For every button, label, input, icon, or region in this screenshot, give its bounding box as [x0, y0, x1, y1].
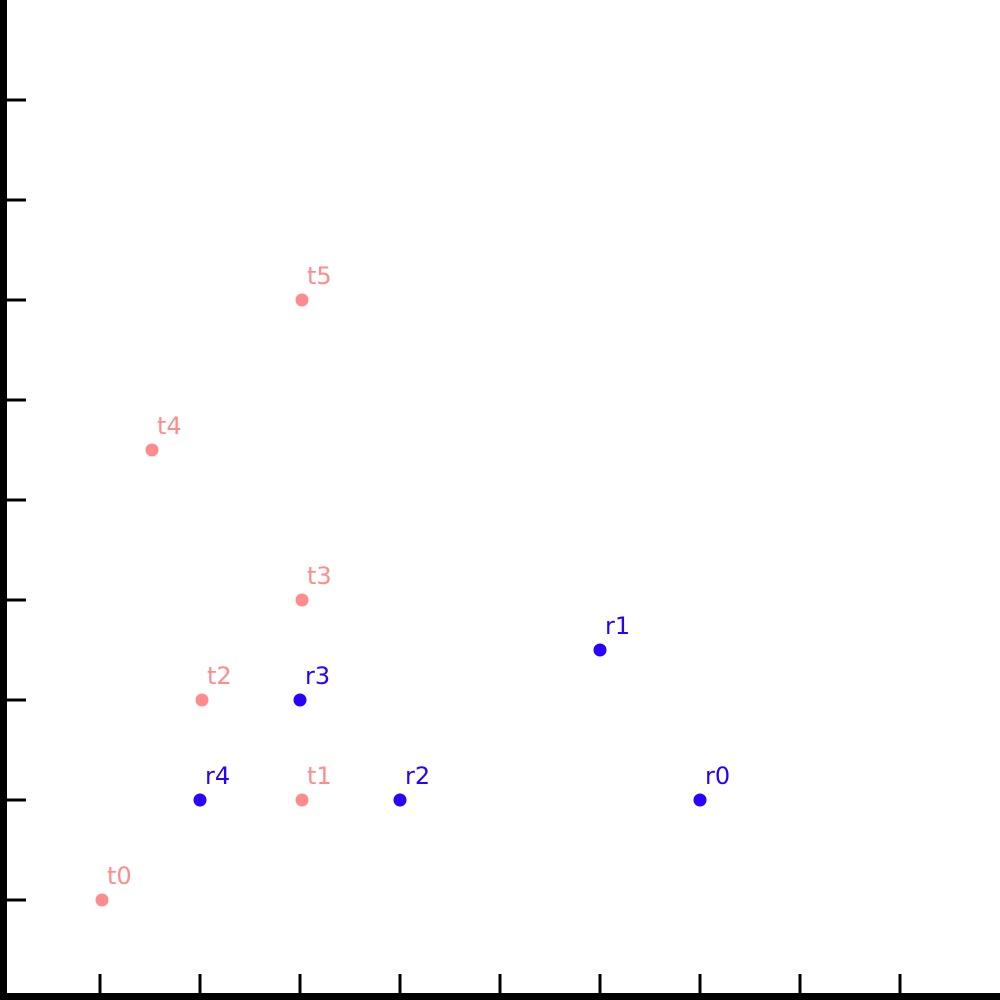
point-t4 — [145, 443, 159, 457]
point-label-t3: t3 — [307, 562, 332, 590]
point-label-t5: t5 — [307, 262, 332, 290]
point-t1 — [295, 793, 309, 807]
point-label-t4: t4 — [157, 412, 182, 440]
point-t2 — [195, 693, 209, 707]
points: t0 t1 t2 t3 t4 t5 r0 r1 r2 r3 r4 — [95, 262, 730, 907]
point-label-t1: t1 — [307, 762, 332, 790]
x-axis-line — [0, 993, 1000, 1000]
point-label-r2: r2 — [405, 762, 430, 790]
point-r2 — [393, 793, 407, 807]
point-label-r4: r4 — [205, 762, 230, 790]
point-label-r0: r0 — [705, 762, 730, 790]
point-t3 — [295, 593, 309, 607]
point-label-r3: r3 — [305, 662, 330, 690]
point-r4 — [193, 793, 207, 807]
point-label-r1: r1 — [605, 612, 630, 640]
point-r1 — [593, 643, 607, 657]
point-label-t0: t0 — [107, 862, 132, 890]
point-r0 — [693, 793, 707, 807]
y-axis-line — [0, 0, 7, 1000]
point-t5 — [295, 293, 309, 307]
point-label-t2: t2 — [207, 662, 232, 690]
ticks — [7, 98, 902, 993]
point-t0 — [95, 893, 109, 907]
point-r3 — [293, 693, 307, 707]
